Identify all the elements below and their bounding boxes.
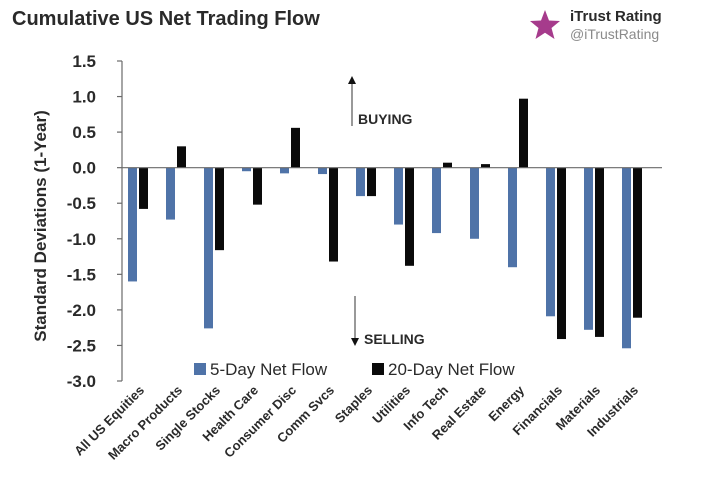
chart-title: Cumulative US Net Trading Flow bbox=[12, 8, 320, 30]
bar-20day-net-flow bbox=[177, 146, 186, 168]
bar-5day-net-flow bbox=[356, 167, 365, 197]
bar-20day-net-flow bbox=[595, 167, 604, 337]
bar-20day-net-flow bbox=[253, 167, 262, 205]
selling-label: SELLING bbox=[364, 331, 425, 347]
y-tick-label: 0.0 bbox=[72, 159, 96, 178]
bar-20day-net-flow bbox=[405, 167, 414, 266]
bar-5day-net-flow bbox=[508, 167, 517, 268]
y-tick-label: -2.0 bbox=[67, 301, 96, 320]
legend-swatch-5day bbox=[194, 363, 206, 375]
bar-5day-net-flow bbox=[128, 167, 137, 282]
bar-20day-net-flow bbox=[367, 167, 376, 197]
bar-20day-net-flow bbox=[557, 167, 566, 340]
bar-20day-net-flow bbox=[215, 167, 224, 251]
y-tick-label: 0.5 bbox=[72, 123, 96, 142]
bar-5day-net-flow bbox=[280, 167, 289, 174]
bar-5day-net-flow bbox=[166, 167, 175, 220]
bar-5day-net-flow bbox=[546, 167, 555, 317]
legend: 5-Day Net Flow 20-Day Net Flow bbox=[194, 360, 515, 379]
bar-20day-net-flow bbox=[481, 164, 490, 168]
bar-5day-net-flow bbox=[622, 167, 631, 349]
selling-annotation: SELLING bbox=[351, 296, 425, 347]
y-axis-ticks: 1.5 1.0 0.5 0.0 -0.5 -1.0 -1.5 -2.0 -2.5 -3.0 bbox=[67, 52, 122, 391]
bar-5day-net-flow bbox=[432, 167, 441, 234]
bar-20day-net-flow bbox=[633, 167, 642, 318]
legend-label-20day: 20-Day Net Flow bbox=[388, 360, 515, 379]
chart-bars bbox=[128, 98, 642, 349]
y-tick-label: -2.5 bbox=[67, 336, 96, 355]
bar-5day-net-flow bbox=[584, 167, 593, 330]
bar-5day-net-flow bbox=[470, 167, 479, 239]
legend-label-5day: 5-Day Net Flow bbox=[210, 360, 328, 379]
legend-swatch-20day bbox=[372, 363, 384, 375]
y-tick-label: -0.5 bbox=[67, 194, 96, 213]
bar-20day-net-flow bbox=[329, 167, 338, 262]
bar-5day-net-flow bbox=[242, 167, 251, 172]
y-tick-label: -3.0 bbox=[67, 372, 96, 391]
y-tick-label: 1.5 bbox=[72, 52, 96, 71]
y-tick-label: -1.5 bbox=[67, 265, 96, 284]
bar-20day-net-flow bbox=[519, 98, 528, 168]
bar-20day-net-flow bbox=[443, 162, 452, 168]
y-tick-label: -1.0 bbox=[67, 230, 96, 249]
bar-5day-net-flow bbox=[394, 167, 403, 225]
bar-20day-net-flow bbox=[291, 127, 300, 168]
y-axis-label: Standard Deviations (1-Year) bbox=[31, 110, 50, 341]
buying-annotation: BUYING bbox=[348, 76, 413, 127]
buying-label: BUYING bbox=[358, 111, 413, 127]
brand-name: iTrust Rating bbox=[570, 8, 662, 26]
bar-20day-net-flow bbox=[139, 167, 148, 209]
brand-handle: @iTrustRating bbox=[570, 25, 660, 42]
chart-axes bbox=[121, 61, 662, 381]
x-tick-label: Staples bbox=[332, 383, 375, 426]
y-tick-label: 1.0 bbox=[72, 88, 96, 107]
bar-5day-net-flow bbox=[204, 167, 213, 329]
brand-watermark: iTrust Rating @iTrustRating bbox=[528, 8, 662, 42]
star-logo-icon bbox=[530, 10, 560, 39]
bar-5day-net-flow bbox=[318, 167, 327, 175]
